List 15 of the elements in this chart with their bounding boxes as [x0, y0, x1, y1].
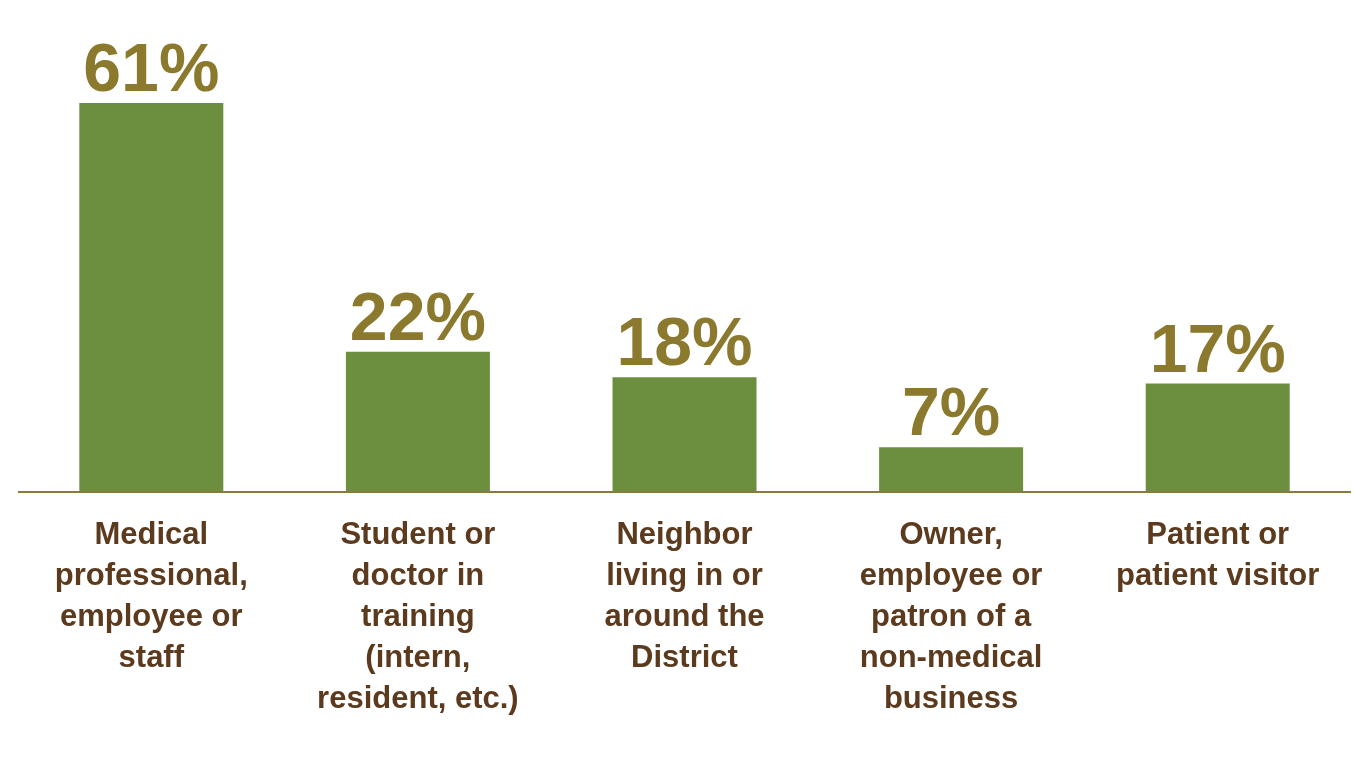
- data-label: 7%: [901, 373, 1001, 450]
- data-label: 18%: [616, 303, 753, 380]
- data-label: 22%: [349, 277, 486, 354]
- x-tick-label: Student or doctor in training (intern, resident, etc.): [317, 516, 519, 715]
- x-tick-label: Neighbor living in or around the District: [604, 516, 765, 674]
- data-label: 61%: [83, 29, 220, 105]
- bar: [879, 447, 1024, 492]
- bar: [345, 351, 490, 492]
- bar: [79, 103, 224, 492]
- x-tick-label: Patient or patient visitor: [1116, 516, 1320, 592]
- x-tick-label: Owner, employee or patron of a non-medical business: [859, 516, 1043, 715]
- bar: [612, 377, 757, 492]
- x-tick-label: Medical professional, employee or staff: [54, 516, 248, 674]
- bar: [1145, 383, 1290, 492]
- data-label: 17%: [1149, 309, 1286, 386]
